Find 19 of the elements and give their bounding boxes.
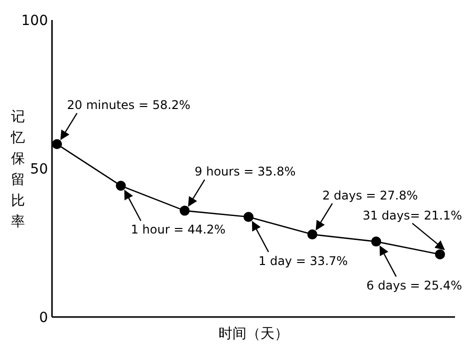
point	[244, 212, 254, 222]
y-tick-label: 50	[30, 162, 48, 178]
point	[307, 229, 318, 240]
annotation: 1 day = 33.7%	[258, 254, 348, 268]
point	[52, 139, 62, 150]
point	[116, 180, 126, 191]
annotation: 1 hour = 44.2%	[130, 222, 226, 237]
y-tick-label: 100	[21, 13, 48, 29]
annotation: 6 days = 25.4%	[366, 278, 462, 293]
x-axis-title: 时间（天）	[218, 326, 288, 342]
annotation: 2 days = 27.8%	[322, 188, 418, 202]
y-axis-title: 记忆保留比率	[10, 109, 25, 230]
point	[371, 236, 382, 247]
annotation: 20 minutes = 58.2%	[67, 98, 190, 112]
annotation: 31 days= 21.1%	[362, 208, 462, 222]
annotation: 9 hours = 35.8%	[194, 164, 296, 179]
point	[435, 249, 445, 260]
y-tick-label: 0	[39, 310, 48, 326]
point	[180, 206, 190, 216]
